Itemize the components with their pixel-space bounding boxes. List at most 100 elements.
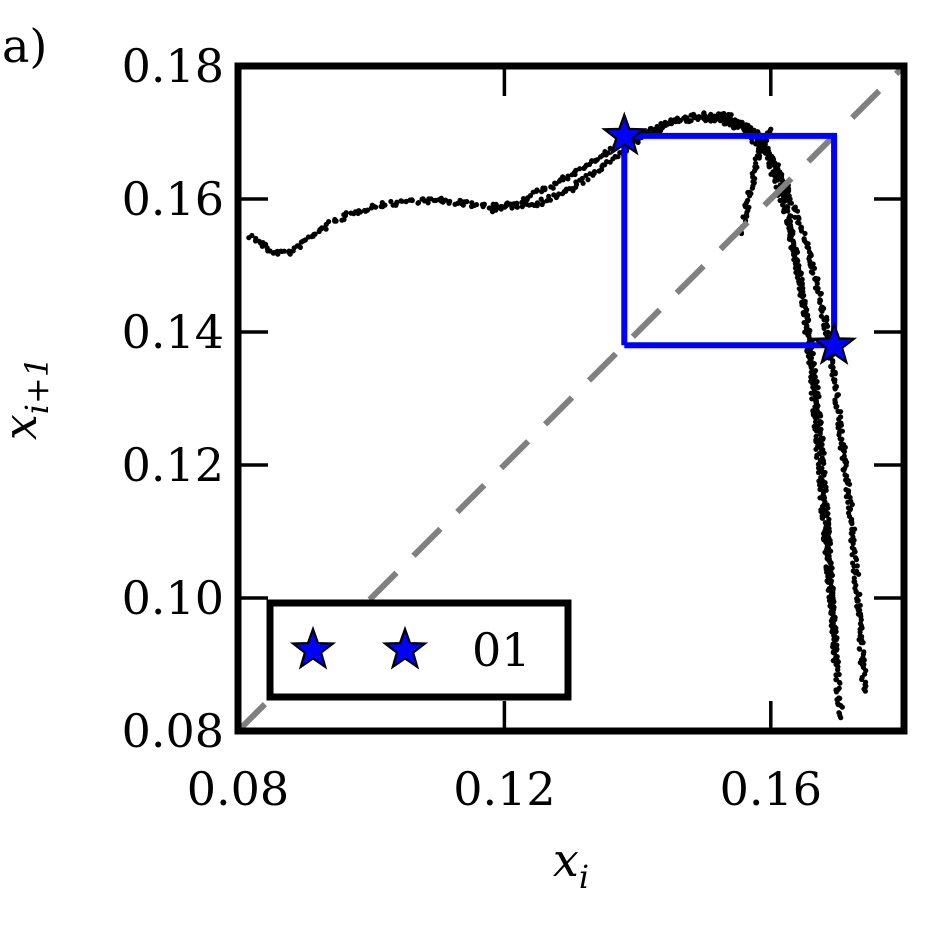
data-point bbox=[814, 403, 820, 409]
data-point bbox=[826, 579, 832, 585]
data-point bbox=[249, 232, 255, 239]
data-point bbox=[382, 202, 388, 208]
legend-label: 01 bbox=[472, 623, 531, 677]
data-point bbox=[573, 184, 579, 190]
data-point bbox=[721, 121, 727, 127]
data-point bbox=[832, 386, 838, 392]
data-point bbox=[780, 202, 786, 208]
data-point bbox=[824, 317, 830, 323]
data-point bbox=[828, 560, 834, 566]
data-point bbox=[775, 162, 782, 168]
data-point bbox=[838, 409, 844, 415]
data-point bbox=[818, 446, 824, 452]
data-point bbox=[813, 446, 819, 452]
data-point bbox=[312, 231, 318, 237]
data-point bbox=[841, 467, 847, 473]
data-point bbox=[856, 646, 862, 652]
data-point bbox=[814, 379, 820, 385]
data-point bbox=[849, 552, 855, 558]
data-point bbox=[857, 629, 863, 635]
data-point bbox=[836, 425, 842, 431]
data-point bbox=[811, 265, 818, 271]
data-point bbox=[834, 393, 840, 399]
data-point bbox=[731, 120, 737, 126]
data-point bbox=[777, 197, 783, 204]
data-point bbox=[817, 297, 824, 304]
data-point bbox=[343, 210, 349, 216]
data-point bbox=[858, 640, 864, 646]
data-point bbox=[821, 460, 827, 466]
data-point bbox=[830, 627, 836, 633]
data-point bbox=[583, 172, 589, 179]
y-tick-label: 0.16 bbox=[122, 172, 224, 226]
data-point bbox=[751, 180, 757, 186]
legend-marker bbox=[289, 625, 429, 670]
data-point bbox=[735, 119, 741, 125]
data-point bbox=[766, 164, 772, 170]
data-point bbox=[819, 308, 825, 314]
data-point bbox=[654, 125, 660, 131]
data-point bbox=[838, 715, 844, 721]
data-point bbox=[824, 546, 830, 552]
data-point bbox=[837, 436, 843, 442]
data-point bbox=[790, 238, 796, 244]
data-point bbox=[252, 238, 259, 244]
data-point bbox=[794, 269, 800, 275]
data-point bbox=[297, 244, 303, 250]
data-point bbox=[830, 658, 836, 664]
data-point bbox=[844, 473, 850, 479]
data-point bbox=[804, 244, 810, 250]
data-point bbox=[828, 548, 834, 554]
data-point bbox=[556, 191, 562, 197]
data-point bbox=[357, 209, 363, 215]
data-point bbox=[817, 421, 824, 427]
y-axis-label-sub: i+1 bbox=[18, 357, 56, 414]
x-tick-label: 0.16 bbox=[720, 762, 822, 816]
data-point bbox=[662, 119, 668, 125]
star-marker-1 bbox=[810, 321, 858, 365]
data-point bbox=[849, 501, 855, 508]
data-point bbox=[835, 666, 841, 673]
data-point bbox=[837, 414, 843, 420]
data-point bbox=[365, 207, 371, 213]
data-point bbox=[833, 689, 840, 695]
data-point bbox=[502, 204, 508, 210]
data-point bbox=[809, 376, 815, 382]
data-point bbox=[745, 125, 751, 131]
data-point bbox=[827, 575, 833, 581]
data-point bbox=[859, 676, 865, 683]
data-point bbox=[857, 591, 863, 597]
data-point bbox=[794, 208, 801, 214]
data-point bbox=[787, 232, 793, 238]
data-point bbox=[805, 332, 811, 338]
data-point bbox=[341, 216, 347, 223]
data-point bbox=[768, 126, 774, 132]
data-point bbox=[836, 710, 843, 716]
data-point bbox=[833, 637, 839, 643]
data-point bbox=[814, 414, 820, 420]
data-point bbox=[702, 113, 708, 120]
data-point bbox=[834, 654, 840, 660]
data-point bbox=[281, 248, 287, 254]
data-point bbox=[746, 189, 753, 195]
legend: 01 bbox=[266, 599, 572, 701]
y-tick-label: 0.12 bbox=[122, 438, 224, 492]
data-point bbox=[836, 679, 843, 686]
data-point bbox=[808, 355, 815, 361]
data-point bbox=[577, 166, 583, 172]
data-point bbox=[800, 310, 806, 316]
data-point bbox=[810, 351, 816, 357]
data-point bbox=[373, 204, 379, 210]
data-point bbox=[326, 219, 332, 225]
data-point bbox=[826, 556, 832, 562]
data-point bbox=[546, 193, 552, 199]
data-point bbox=[856, 571, 862, 577]
data-point bbox=[615, 154, 621, 160]
data-point bbox=[409, 197, 415, 203]
data-point bbox=[813, 398, 820, 404]
data-point bbox=[818, 450, 824, 456]
data-point bbox=[756, 153, 763, 159]
data-point bbox=[862, 688, 868, 694]
data-point bbox=[821, 482, 827, 488]
data-point bbox=[857, 602, 863, 608]
